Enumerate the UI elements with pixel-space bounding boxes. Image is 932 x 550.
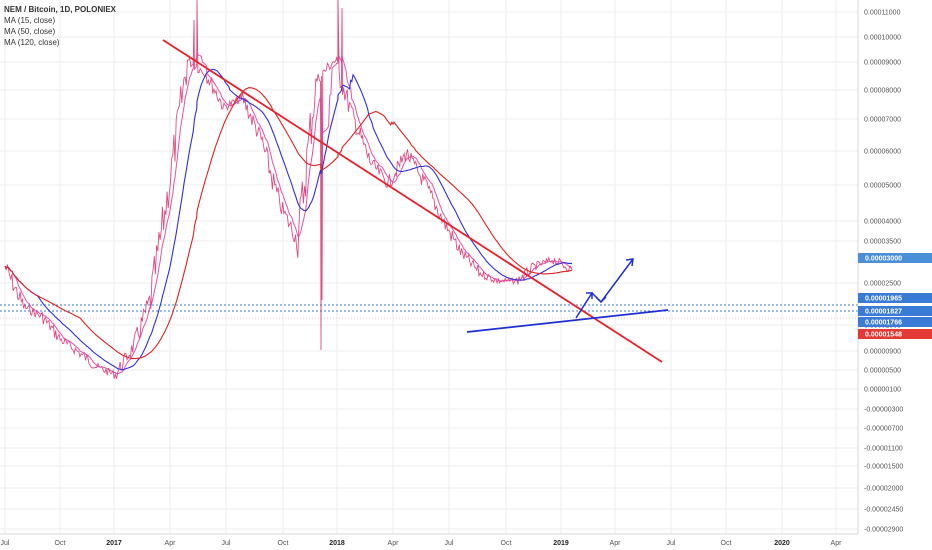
y-tick-label: -0.00001100	[864, 446, 903, 453]
price-series-line	[4, 0, 573, 379]
projection-arrow-path	[575, 258, 634, 319]
price-tag	[858, 293, 932, 303]
y-tick-label: 0.00011000	[864, 10, 901, 17]
y-tick-label: 0.00000100	[864, 387, 901, 394]
legend-ma15[interactable]: MA (15, close)	[4, 16, 56, 25]
y-tick-label: -0.00002000	[864, 486, 903, 493]
arrowhead-1-icon	[586, 292, 593, 299]
chart-legend: NEM / Bitcoin, 1D, POLONIEX MA (15, clos…	[4, 4, 116, 48]
descending-trendline	[162, 39, 663, 363]
y-tick-label: -0.00000700	[864, 426, 903, 433]
price-tag-label: 0.00001827	[865, 309, 902, 316]
y-axis[interactable]: 0.00011000 0.00010000 0.00009000 0.00008000…	[857, 0, 932, 534]
legend-ma50[interactable]: MA (50, close)	[4, 27, 56, 36]
price-tag	[858, 329, 932, 339]
x-axis[interactable]: Jul Oct 2017 Apr Jul Oct 2018 Apr Jul Oct 2019 Apr J…	[0, 533, 858, 547]
ma50-series-line	[4, 68, 573, 371]
x-tick-label: 2018	[329, 540, 345, 547]
y-tick-label: -0.00000300	[864, 407, 903, 414]
y-tick-label: 0.00002500	[864, 281, 901, 288]
chart-series	[4, 0, 573, 379]
x-tick-label: Apr	[388, 540, 400, 547]
price-tag	[858, 317, 932, 327]
legend-title[interactable]: NEM / Bitcoin, 1D, POLONIEX	[4, 5, 117, 14]
ascending-support-line	[466, 309, 669, 333]
x-tick-label: Oct	[501, 540, 512, 547]
legend-ma120[interactable]: MA (120, close)	[4, 38, 60, 47]
price-tag	[858, 306, 932, 316]
x-tick-label: 2020	[774, 540, 790, 547]
y-tick-label: 0.00008000	[864, 88, 901, 95]
y-tick-label: -0.00002900	[864, 527, 903, 534]
x-tick-label: Apr	[610, 540, 622, 547]
x-tick-label: Oct	[278, 540, 289, 547]
y-tick-label: 0.00004000	[864, 219, 901, 226]
y-tick-label: 0.00000500	[864, 368, 901, 375]
y-tick-label: 0.00007000	[864, 117, 901, 124]
chart-grid	[0, 0, 858, 534]
arrowhead-3-icon	[625, 258, 634, 267]
chart-drawings	[162, 39, 669, 363]
y-tick-label: 0.00009000	[864, 60, 901, 67]
x-tick-label: Apr	[831, 540, 843, 547]
x-tick-label: Jul	[222, 540, 231, 547]
y-tick-label: -0.00002450	[864, 507, 903, 514]
y-tick-label: 0.00005000	[864, 183, 901, 190]
y-tick-label: 0.00000900	[864, 349, 901, 356]
x-tick-label: Oct	[55, 540, 66, 547]
ma120-series-line	[4, 87, 573, 360]
horizontal-price-lines	[0, 304, 858, 319]
x-tick-label: Jul	[445, 540, 454, 547]
x-tick-label: Jul	[1, 540, 10, 547]
y-tick-label: 0.00010000	[864, 35, 901, 42]
x-tick-label: 2019	[553, 540, 569, 547]
price-tag-label: 0.00001548	[865, 332, 902, 339]
price-tag-label: 0.00001965	[865, 296, 902, 303]
x-tick-label: Jul	[667, 540, 676, 547]
x-tick-label: 2017	[106, 540, 122, 547]
y-tick-label: -0.00001500	[864, 464, 903, 471]
x-tick-label: Apr	[165, 540, 177, 547]
y-tick-label: 0.00006000	[864, 149, 901, 156]
arrowhead-2-icon	[595, 296, 607, 304]
price-tag	[858, 253, 932, 263]
y-tick-label: 0.00003500	[864, 239, 901, 246]
ma15-series-line	[4, 51, 573, 375]
x-tick-label: Oct	[721, 540, 732, 547]
price-tag-label: 0.00001766	[865, 320, 902, 327]
price-tag-label: 0.00003000	[865, 256, 902, 263]
